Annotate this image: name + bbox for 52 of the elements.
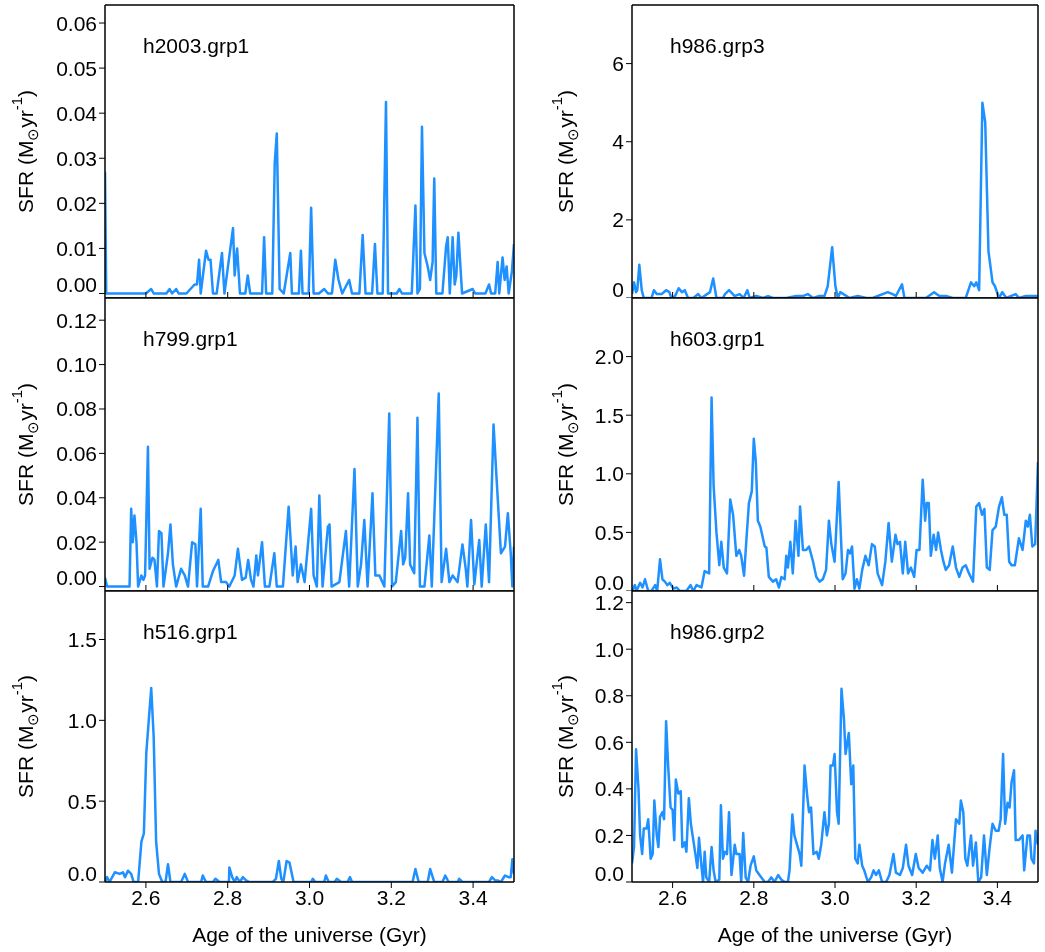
y-tick-label: 0.03 xyxy=(56,146,97,170)
x-tick-label: 2.6 xyxy=(131,885,161,909)
y-tick-label: 0.5 xyxy=(594,520,624,544)
x-axis-title: Age of the universe (Gyr) xyxy=(192,923,427,946)
y-tick-label: 0.02 xyxy=(56,530,97,554)
y-tick-label: 0.0 xyxy=(594,570,624,594)
y-tick-label: 0.0 xyxy=(594,861,624,885)
y-tick-label: 0.04 xyxy=(56,486,98,510)
x-axis-title: Age of the universe (Gyr) xyxy=(717,923,953,946)
y-tick-label: 0.0 xyxy=(67,861,97,885)
y-tick-label: 1.5 xyxy=(67,628,97,651)
y-tick-label: 0.8 xyxy=(594,684,624,708)
annotation: h986.grp2 xyxy=(670,620,765,643)
annotation: h986.grp3 xyxy=(670,34,765,57)
y-tick-label: 2 xyxy=(612,208,624,232)
y-tick-label: 0.02 xyxy=(56,191,97,215)
y-tick-label: 0.4 xyxy=(594,777,625,801)
y-tick-label: 0 xyxy=(612,277,624,301)
y-tick-label: 0.01 xyxy=(56,236,97,260)
y-tick-label: 0.04 xyxy=(56,101,98,125)
y-tick-label: 0.00 xyxy=(56,272,97,296)
y-tick-label: 4 xyxy=(612,130,625,154)
x-tick-label: 3.4 xyxy=(458,885,489,909)
annotation: h603.grp1 xyxy=(670,327,765,350)
annotation: h799.grp1 xyxy=(143,327,238,350)
x-tick-label: 2.8 xyxy=(739,885,769,909)
y-tick-label: 1.0 xyxy=(594,462,624,486)
x-tick-label: 2.8 xyxy=(213,885,243,909)
y-tick-label: 1.0 xyxy=(67,708,97,732)
x-tick-label: 2.6 xyxy=(658,885,688,909)
y-tick-label: 1.5 xyxy=(594,403,624,427)
y-tick-label: 0.10 xyxy=(56,353,97,377)
y-tick-label: 6 xyxy=(612,52,624,76)
y-tick-label: 0.2 xyxy=(594,823,624,847)
x-tick-label: 3.0 xyxy=(294,885,325,909)
y-tick-label: 0.05 xyxy=(56,56,97,80)
x-tick-label: 3.2 xyxy=(376,885,406,909)
y-tick-label: 0.06 xyxy=(56,11,97,35)
x-tick-label: 3.0 xyxy=(820,885,850,909)
y-tick-label: 0.12 xyxy=(56,308,97,332)
annotation: h2003.grp1 xyxy=(143,34,250,57)
y-tick-label: 1.2 xyxy=(594,591,624,615)
y-tick-label: 0.08 xyxy=(56,397,97,421)
y-tick-label: 1.0 xyxy=(594,637,624,661)
x-tick-label: 3.2 xyxy=(901,885,931,909)
x-tick-label: 3.4 xyxy=(982,885,1013,909)
y-tick-label: 0.6 xyxy=(594,730,624,754)
annotation: h516.grp1 xyxy=(143,620,238,643)
y-tick-label: 2.0 xyxy=(594,345,624,369)
y-tick-label: 0.5 xyxy=(67,789,97,813)
y-tick-label: 0.06 xyxy=(56,441,97,465)
y-tick-label: 0.00 xyxy=(56,566,97,590)
